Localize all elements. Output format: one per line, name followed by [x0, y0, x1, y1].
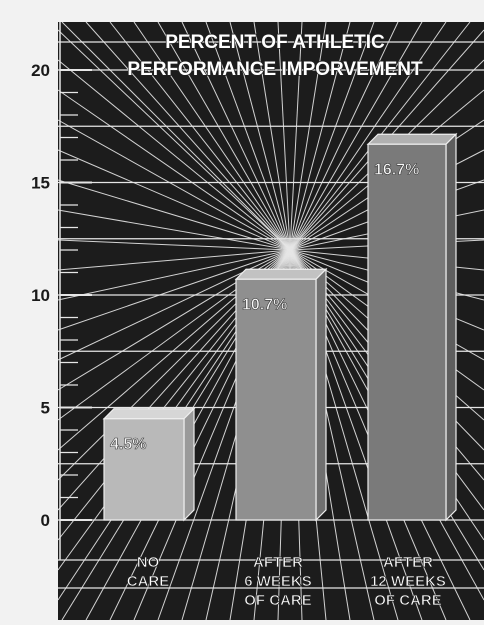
bar [367, 143, 447, 521]
grid-line [157, 21, 291, 251]
grid-line [57, 149, 291, 251]
category-label: AFTER [383, 554, 433, 571]
category-label: OF CARE [244, 592, 312, 609]
bar [235, 278, 317, 521]
bar-top-face [234, 268, 328, 280]
grid-line [289, 21, 375, 251]
grid-line [289, 21, 399, 251]
chart-title-line: PERCENT OF ATHLETIC [165, 32, 385, 53]
category-label: NO [137, 554, 160, 571]
grid-line [109, 21, 291, 251]
grid-line [289, 21, 303, 251]
grid-line [289, 21, 447, 251]
grid-line [57, 249, 291, 271]
grid-line [57, 249, 291, 301]
bar-side-face [315, 267, 327, 522]
grid-line [277, 21, 291, 251]
grid-line [253, 21, 291, 251]
category-label: 6 WEEKS [244, 573, 312, 590]
y-tick-label: 0 [41, 511, 50, 530]
bar-value-label: 10.7% [242, 296, 287, 313]
grid-line [181, 21, 291, 251]
grid-line [289, 21, 351, 251]
bars: 4.5% 10.7% 16.7% [102, 132, 458, 522]
bar-value-label: 16.7% [374, 161, 419, 178]
bar-side-face [183, 407, 195, 522]
bar-top-face [366, 133, 458, 145]
category-label: 12 WEEKS [370, 573, 446, 590]
grid-line [57, 59, 291, 251]
grid-line [57, 119, 291, 251]
grid-line [57, 209, 291, 251]
chart-title-line: PERFORMANCE IMPORVEMENT [127, 59, 423, 80]
category-label: AFTER [253, 554, 303, 571]
grid-line [61, 21, 291, 251]
y-tick-label: 10 [31, 286, 50, 305]
y-tick-label: 20 [31, 61, 50, 80]
y-tick-label: 5 [41, 399, 50, 418]
grid-line [289, 21, 423, 251]
chart-title: PERCENT OF ATHLETIC PERFORMANCE IMPORVEME… [127, 31, 424, 80]
y-tick-label: 15 [31, 174, 50, 193]
bar-value-label: 4.5% [110, 436, 146, 453]
grid-line [57, 249, 291, 331]
bar-side-face [445, 132, 457, 522]
grid-line [57, 29, 291, 251]
grid-line [57, 239, 291, 251]
grid-line [133, 21, 291, 251]
category-label: CARE [127, 573, 170, 590]
category-label: OF CARE [374, 592, 442, 609]
grid-line [289, 21, 327, 251]
grid-line [57, 179, 291, 251]
grid-line [57, 89, 291, 251]
bar [103, 418, 185, 521]
grid-line [205, 21, 291, 251]
labels: NO CARE AFTER 6 WEEKS OF CARE AFTER 12 WEEKS OF… [126, 554, 446, 610]
y-axis: 0 5 10 15 20 [31, 22, 92, 560]
grid-line [229, 21, 291, 251]
grid-line [85, 21, 291, 251]
grid-line [57, 249, 291, 361]
bar-top-face [102, 408, 196, 420]
